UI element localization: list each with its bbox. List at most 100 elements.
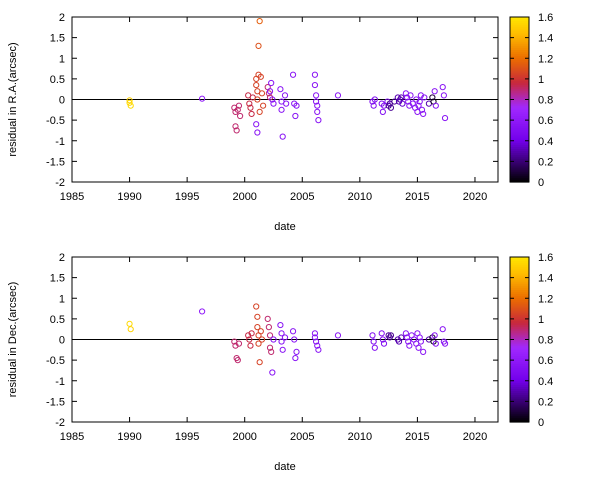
- dec-colorbar-band: [510, 310, 529, 314]
- ra-colorbar-tick-label: 0.6: [538, 115, 553, 127]
- ra-data-point: [314, 102, 321, 109]
- dec-colorbar-band: [510, 290, 529, 293]
- dec-colorbar-band: [510, 306, 529, 310]
- dec-data-points: [126, 303, 449, 376]
- dec-colorbar-band: [510, 323, 529, 326]
- ra-data-point: [199, 95, 206, 102]
- ra-data-point: [279, 133, 286, 140]
- ra-colorbar-band: [510, 54, 529, 57]
- ra-x-tick-label: 1990: [117, 191, 141, 203]
- ra-colorbar-band: [510, 165, 529, 169]
- dec-data-point: [126, 320, 133, 327]
- ra-colorbar-band: [510, 45, 529, 49]
- ra-colorbar-band: [510, 56, 529, 59]
- ra-data-point: [269, 96, 276, 103]
- dec-colorbar-band: [510, 347, 529, 351]
- dec-colorbar-band: [510, 409, 529, 413]
- ra-data-point: [312, 98, 320, 105]
- dec-data-point: [278, 338, 285, 345]
- dec-colorbar-band: [510, 417, 529, 421]
- dec-data-point: [127, 326, 134, 333]
- ra-colorbar-band: [510, 29, 529, 33]
- dec-colorbar-band: [510, 314, 529, 318]
- dec-colorbar-band: [510, 283, 529, 287]
- ra-data-point: [283, 100, 290, 107]
- ra-colorbar-band: [510, 64, 529, 68]
- ra-x-tick-label: 2020: [463, 191, 487, 203]
- ra-y-tick-label: 1: [59, 53, 65, 65]
- dec-data-point: [293, 348, 300, 355]
- dec-colorbar-band: [510, 378, 529, 382]
- ra-colorbar-band: [510, 33, 529, 37]
- ra-colorbar-band: [510, 157, 529, 160]
- ra-colorbar-band: [510, 128, 529, 132]
- ra-colorbar-band: [510, 23, 529, 26]
- ra-data-point: [255, 42, 262, 49]
- ra-data-point: [281, 92, 289, 99]
- dec-y-tick-label: -0.5: [46, 355, 65, 367]
- ra-residual-panel: 1985 1990 1995 2000 2005 2010 2015 2020 2 1.5 1 0.5…: [7, 12, 553, 233]
- ra-colorbar-band: [510, 21, 529, 24]
- dec-data-point: [312, 338, 320, 345]
- ra-colorbar-band: [510, 17, 529, 20]
- dec-colorbar-tick-label: 0: [538, 417, 544, 429]
- dec-colorbar-band: [510, 374, 529, 378]
- ra-colorbar-band: [510, 95, 529, 99]
- ra-colorbar-band: [510, 144, 529, 148]
- ra-colorbar-band: [510, 136, 529, 140]
- ra-data-point: [391, 98, 398, 105]
- dec-colorbar-band: [510, 384, 529, 388]
- dec-colorbar-band: [510, 267, 529, 270]
- ra-colorbar-band: [510, 111, 529, 115]
- dec-data-point: [270, 336, 277, 343]
- dec-colorbar-band: [510, 356, 529, 359]
- dec-colorbar-band: [510, 287, 529, 291]
- ra-colorbar-band: [510, 101, 529, 105]
- ra-data-point: [256, 18, 263, 25]
- ra-data-point: [233, 127, 240, 134]
- ra-data-point: [429, 94, 436, 101]
- ra-colorbar-band: [510, 97, 529, 101]
- ra-data-point: [270, 100, 277, 107]
- dec-colorbar-band: [510, 380, 529, 384]
- ra-y-tick-label: -0.5: [46, 115, 65, 127]
- dec-data-point: [415, 344, 422, 351]
- dec-data-point: [402, 330, 409, 337]
- dec-data-point: [268, 348, 275, 355]
- dec-colorbar-band: [510, 279, 529, 283]
- dec-data-point: [266, 332, 274, 339]
- dec-data-point: [311, 330, 319, 337]
- ra-data-point: [398, 94, 405, 101]
- ra-data-point: [232, 123, 239, 130]
- dec-colorbar-band: [510, 407, 529, 411]
- ra-colorbar-band: [510, 130, 529, 134]
- ra-data-point: [246, 100, 253, 107]
- ra-colorbar-band: [510, 113, 529, 117]
- dec-colorbar-band: [510, 376, 529, 380]
- ra-data-point: [387, 104, 395, 111]
- ra-colorbar-band: [510, 66, 529, 70]
- dec-data-point: [431, 332, 438, 339]
- ra-data-point: [334, 92, 342, 99]
- dec-colorbar-band: [510, 333, 529, 336]
- dec-colorbar-band: [510, 372, 529, 376]
- ra-data-point: [236, 112, 244, 120]
- ra-colorbar-band: [510, 107, 529, 111]
- dec-data-point: [199, 308, 206, 315]
- ra-colorbar-band: [510, 175, 529, 179]
- dec-data-point: [292, 354, 299, 362]
- dec-data-point: [405, 338, 412, 345]
- ra-data-point: [277, 86, 284, 93]
- ra-y-axis-label: residual in R.A.(arcsec): [7, 42, 19, 156]
- ra-data-point: [418, 106, 426, 113]
- ra-data-point: [315, 117, 322, 124]
- ra-data-point: [311, 71, 319, 78]
- ra-colorbar-band: [510, 99, 529, 103]
- ra-data-point: [254, 129, 261, 136]
- dec-colorbar-band: [510, 419, 529, 423]
- dec-colorbar-band: [510, 275, 529, 279]
- dec-data-point: [371, 344, 378, 351]
- dec-data-point: [277, 321, 284, 329]
- ra-data-point: [421, 94, 428, 101]
- dec-colorbar-band: [510, 362, 529, 365]
